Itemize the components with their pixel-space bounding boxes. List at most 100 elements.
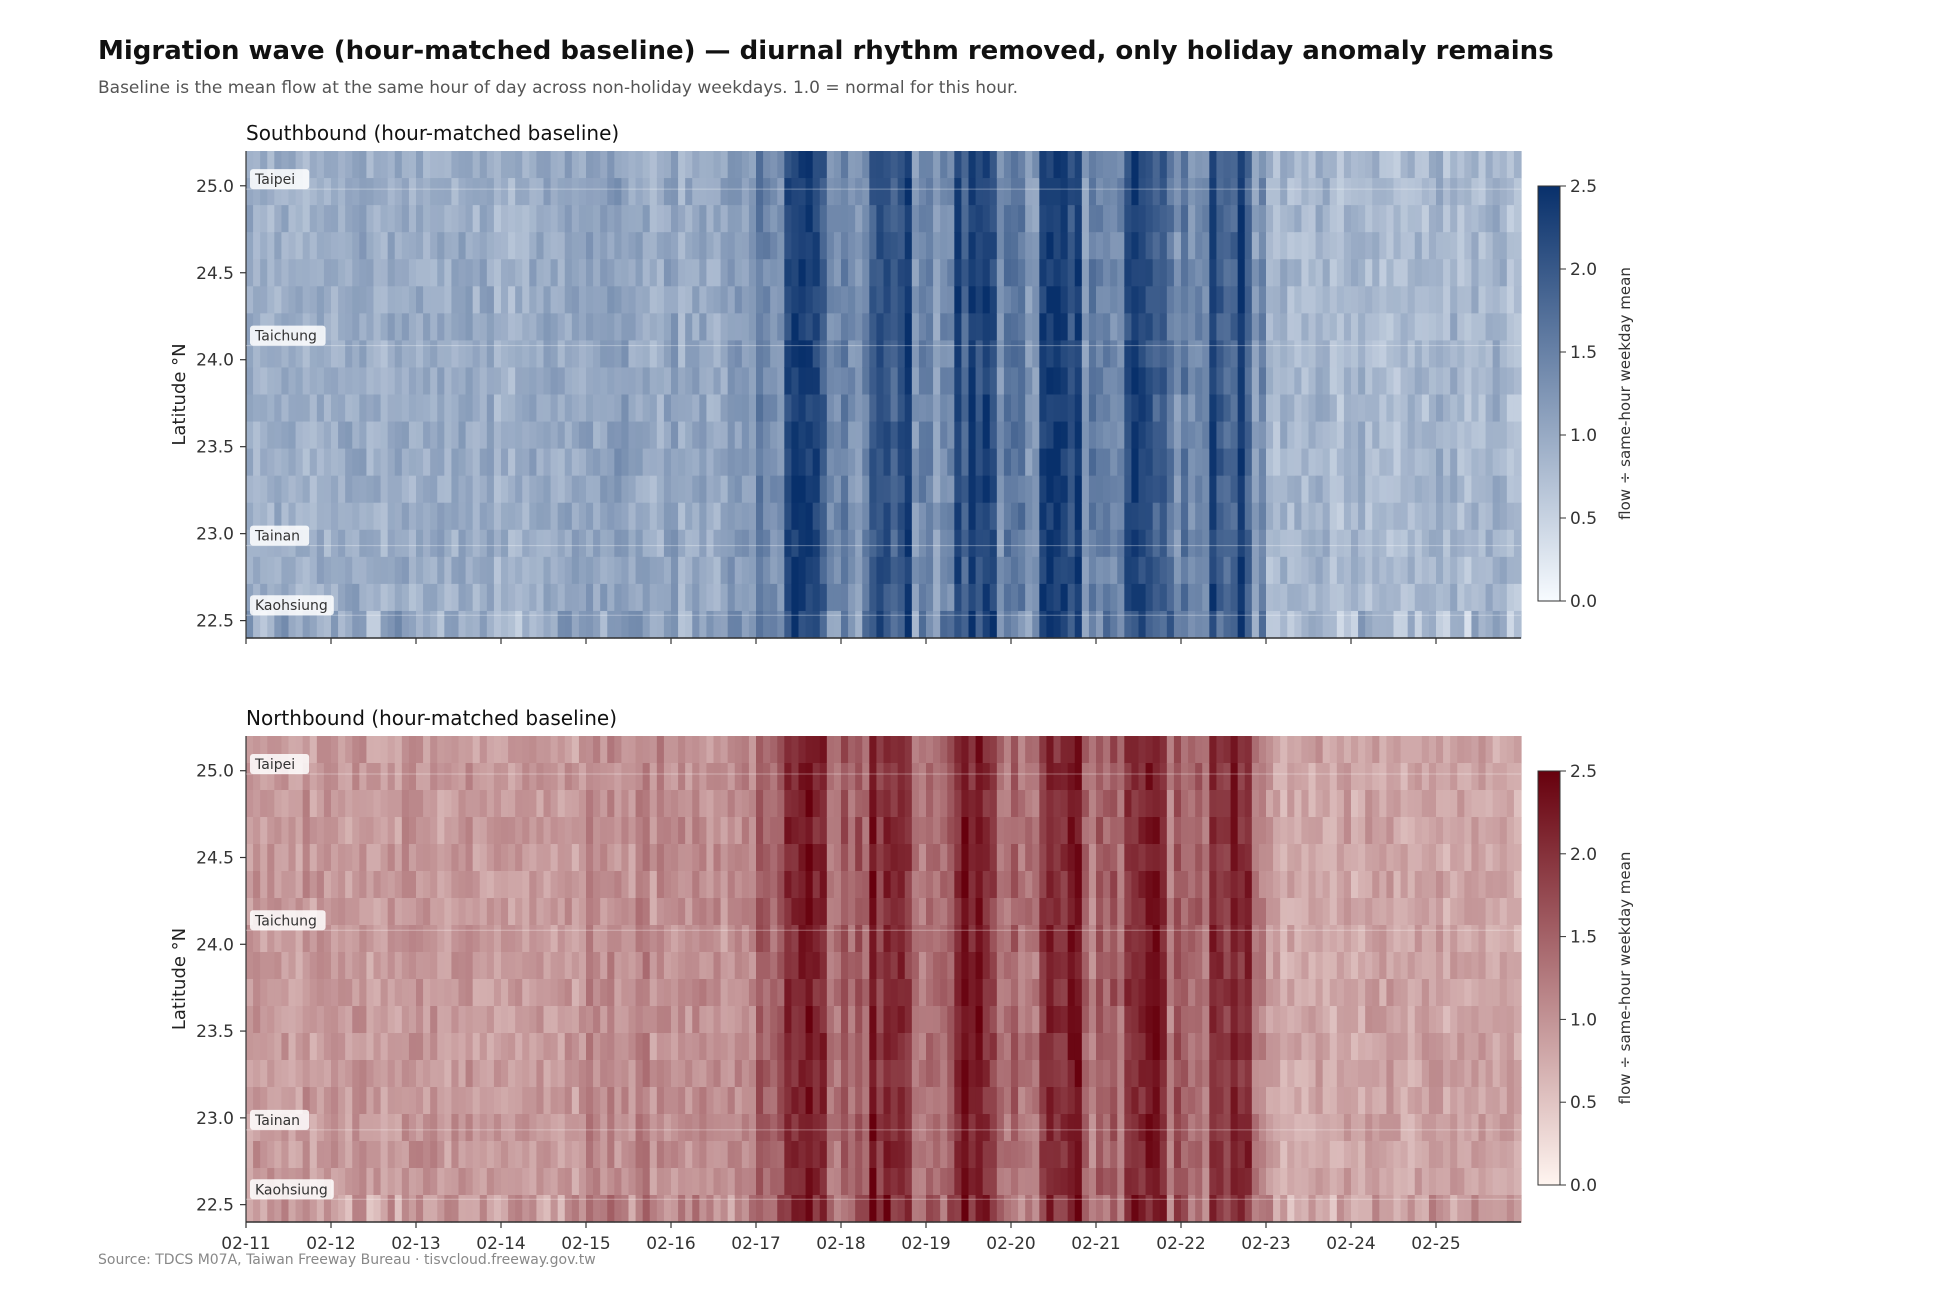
heatmap-cell	[437, 1195, 445, 1223]
heatmap-cell	[876, 556, 885, 585]
heatmap-cell	[260, 736, 268, 764]
heatmap-cell	[416, 1006, 424, 1034]
heatmap-cell	[578, 205, 587, 233]
heatmap-cell	[1280, 178, 1288, 206]
heatmap-cell	[720, 583, 729, 612]
heatmap-cell	[1492, 502, 1501, 531]
heatmap-cell	[819, 871, 828, 899]
heatmap-cell	[607, 898, 615, 926]
heatmap-cell	[1138, 448, 1147, 477]
heatmap-cell	[663, 898, 672, 926]
heatmap-cell	[1188, 583, 1196, 612]
heatmap-cell	[1124, 502, 1133, 531]
heatmap-cell	[798, 583, 807, 612]
heatmap-cell	[593, 844, 601, 872]
heatmap-cell	[1159, 367, 1168, 396]
heatmap-cell	[465, 1114, 474, 1142]
heatmap-cell	[437, 1168, 445, 1196]
heatmap-cell	[550, 529, 559, 558]
heatmap-cell	[897, 178, 906, 206]
heatmap-cell	[635, 1195, 644, 1223]
heatmap-cell	[1492, 151, 1501, 179]
heatmap-cell	[260, 205, 268, 233]
heatmap-cell	[1173, 313, 1182, 341]
heatmap-cell	[954, 394, 963, 423]
heatmap-cell	[444, 502, 453, 531]
heatmap-cell	[649, 979, 658, 1007]
heatmap-cell	[253, 925, 261, 953]
heatmap-cell	[713, 1141, 722, 1169]
heatmap-cell	[982, 475, 991, 504]
heatmap-cell	[522, 898, 530, 926]
heatmap-cell	[600, 475, 608, 504]
heatmap-cell	[515, 1033, 523, 1061]
heatmap-cell	[536, 763, 545, 791]
heatmap-cell	[1336, 529, 1345, 558]
heatmap-cell	[833, 1114, 842, 1142]
heatmap-cell	[734, 1195, 743, 1223]
heatmap-cell	[486, 421, 495, 450]
heatmap-cell	[748, 925, 757, 953]
heatmap-cell	[274, 286, 283, 314]
heatmap-cell	[1103, 151, 1111, 179]
heatmap-cell	[663, 925, 672, 953]
heatmap-cell	[281, 232, 290, 260]
heatmap-cell	[784, 232, 793, 260]
heatmap-cell	[649, 1168, 658, 1196]
heatmap-cell	[331, 178, 339, 206]
heatmap-cell	[472, 1006, 481, 1034]
heatmap-cell	[451, 286, 460, 314]
heatmap-cell	[302, 1033, 311, 1061]
heatmap-cell	[699, 421, 708, 450]
heatmap-cell	[1485, 367, 1494, 396]
heatmap-cell	[1216, 610, 1225, 639]
heatmap-cell	[671, 763, 679, 791]
heatmap-cell	[763, 340, 771, 369]
heatmap-cell	[614, 952, 623, 980]
heatmap-cell	[1166, 583, 1175, 612]
heatmap-cell	[763, 1195, 771, 1223]
heatmap-cell	[522, 1033, 530, 1061]
heatmap-cell	[1096, 394, 1104, 423]
heatmap-cell	[763, 313, 771, 341]
heatmap-cell	[550, 1006, 559, 1034]
heatmap-cell	[812, 1114, 821, 1142]
heatmap-cell	[1053, 529, 1062, 558]
heatmap-cell	[543, 952, 552, 980]
heatmap-cell	[536, 232, 545, 260]
heatmap-cell	[515, 1114, 523, 1142]
heatmap-cell	[359, 1006, 368, 1034]
heatmap-cell	[267, 763, 275, 791]
heatmap-cell	[812, 871, 821, 899]
y-axis-label: Latitude °N	[169, 343, 190, 445]
heatmap-cell	[996, 313, 1005, 341]
heatmap-cell	[423, 367, 431, 396]
heatmap-cell	[501, 232, 509, 260]
heatmap-cell	[1110, 313, 1118, 341]
heatmap-cell	[1428, 259, 1437, 287]
heatmap-cell	[671, 790, 679, 818]
heatmap-cell	[571, 898, 580, 926]
heatmap-cell	[1003, 259, 1012, 287]
heatmap-cell	[671, 898, 679, 926]
heatmap-cell	[472, 1060, 481, 1088]
heatmap-cell	[593, 925, 601, 953]
heatmap-cell	[890, 1195, 899, 1223]
heatmap-cell	[671, 367, 679, 396]
heatmap-cell	[557, 1114, 566, 1142]
heatmap-cell	[876, 286, 885, 314]
heatmap-cell	[366, 1168, 375, 1196]
heatmap-cell	[1230, 583, 1239, 612]
heatmap-cell	[1421, 610, 1430, 639]
heatmap-cell	[763, 151, 771, 179]
heatmap-cell	[1039, 475, 1048, 504]
heatmap-cell	[756, 583, 764, 612]
heatmap-cell	[1209, 232, 1218, 260]
heatmap-cell	[1216, 232, 1225, 260]
heatmap-cell	[904, 367, 913, 396]
heatmap-cell	[529, 394, 538, 423]
heatmap-cell	[1443, 259, 1451, 287]
heatmap-cell	[394, 205, 403, 233]
heatmap-cell	[246, 790, 254, 818]
heatmap-cell	[1223, 178, 1232, 206]
